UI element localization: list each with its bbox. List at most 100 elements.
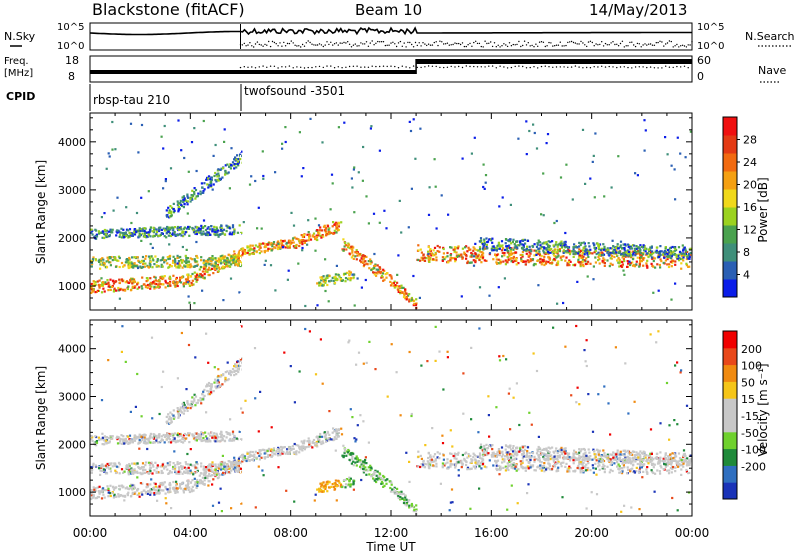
power-cell bbox=[101, 236, 104, 239]
power-cell bbox=[204, 225, 207, 228]
power-cell bbox=[494, 253, 497, 256]
nsky-trace bbox=[89, 26, 692, 36]
velocity-cell bbox=[288, 450, 291, 453]
power-cell bbox=[225, 265, 228, 268]
power-cell bbox=[233, 250, 236, 253]
nave-point bbox=[495, 67, 497, 69]
power-cell bbox=[105, 229, 109, 232]
power-cell bbox=[99, 284, 102, 287]
power-cell bbox=[210, 257, 213, 260]
velocity-cell bbox=[152, 465, 155, 468]
power-cell bbox=[560, 258, 563, 262]
power-cell bbox=[183, 260, 186, 263]
power-cell bbox=[151, 230, 154, 233]
nsearch-point bbox=[467, 44, 469, 46]
power-cell bbox=[450, 246, 453, 249]
power-cell bbox=[333, 229, 336, 232]
power-cell bbox=[612, 245, 615, 248]
power-cell bbox=[235, 257, 238, 260]
nsearch-point bbox=[431, 44, 434, 46]
power-cell bbox=[508, 238, 511, 242]
power-cell bbox=[633, 244, 636, 247]
nave-point bbox=[326, 65, 328, 67]
velocity-cell bbox=[335, 433, 338, 436]
power-cell bbox=[611, 254, 614, 257]
power-cell bbox=[460, 254, 463, 257]
velocity-cell bbox=[152, 433, 155, 436]
power-cell bbox=[181, 261, 184, 264]
power-cell bbox=[303, 241, 306, 244]
power-cell bbox=[313, 235, 316, 238]
velocity-cell bbox=[306, 440, 309, 443]
power-speckle bbox=[689, 130, 692, 133]
velocity-cell bbox=[142, 434, 145, 437]
power-cell bbox=[176, 254, 179, 257]
power-speckle bbox=[478, 286, 482, 289]
power-cell bbox=[467, 246, 470, 249]
power-cell bbox=[327, 233, 330, 236]
power-cell bbox=[225, 259, 228, 262]
nsearch-point bbox=[681, 44, 684, 46]
power-cell bbox=[404, 290, 407, 293]
velocity-cell bbox=[90, 471, 93, 474]
power-colorbar-swatch bbox=[723, 261, 737, 280]
nsearch-point bbox=[332, 44, 334, 46]
power-cell bbox=[233, 256, 236, 259]
velocity-cell bbox=[96, 495, 99, 499]
power-cell bbox=[210, 176, 213, 179]
power-cell bbox=[90, 265, 93, 268]
velocity-cell bbox=[383, 484, 386, 487]
velocity-cell bbox=[214, 378, 217, 381]
velocity-cell bbox=[234, 469, 237, 473]
power-cell bbox=[172, 274, 175, 277]
power-cell bbox=[234, 263, 237, 266]
velocity-cell bbox=[231, 432, 235, 435]
power-cell bbox=[191, 272, 194, 276]
power-cell bbox=[488, 238, 491, 241]
power-speckle bbox=[236, 162, 239, 165]
power-cell bbox=[415, 302, 418, 305]
velocity-cell bbox=[204, 439, 207, 442]
nsearch-point bbox=[689, 44, 691, 46]
velocity-cell bbox=[267, 454, 270, 457]
nsearch-point bbox=[661, 41, 663, 43]
power-cell bbox=[568, 259, 571, 262]
power-cell bbox=[307, 239, 310, 242]
velocity-cell bbox=[239, 364, 242, 367]
velocity-cell bbox=[99, 490, 102, 494]
power-cell bbox=[299, 242, 302, 245]
nave-point bbox=[563, 66, 565, 68]
nsearch-point bbox=[456, 42, 458, 45]
power-cell bbox=[601, 254, 604, 257]
power-cell bbox=[659, 266, 662, 269]
power-cell bbox=[101, 230, 104, 233]
power-cell bbox=[153, 275, 156, 278]
power-cell bbox=[170, 215, 173, 218]
velocity-cell bbox=[255, 456, 258, 459]
power-cell bbox=[342, 249, 345, 252]
power-cell bbox=[174, 257, 177, 261]
velocity-cell bbox=[413, 508, 416, 511]
power-cell bbox=[106, 235, 109, 238]
power-cell bbox=[173, 230, 176, 234]
velocity-cell bbox=[191, 485, 194, 488]
velocity-cell bbox=[143, 471, 147, 474]
power-cell bbox=[181, 196, 184, 199]
power-cell bbox=[90, 228, 93, 231]
power-cell bbox=[90, 259, 93, 263]
velocity-cell bbox=[176, 433, 179, 436]
velocity-cell bbox=[155, 437, 159, 440]
velocity-cell bbox=[183, 409, 186, 412]
velocity-cell bbox=[415, 504, 418, 507]
velocity-cell bbox=[177, 470, 180, 473]
power-cell bbox=[482, 245, 485, 248]
power-cell bbox=[94, 291, 97, 294]
power-cell bbox=[111, 285, 114, 288]
power-cell bbox=[680, 252, 683, 255]
velocity-cell bbox=[186, 400, 189, 403]
power-cell bbox=[538, 240, 541, 244]
velocity-cell bbox=[202, 482, 205, 486]
power-cell bbox=[617, 251, 621, 254]
power-cell bbox=[219, 168, 222, 171]
power-cell bbox=[205, 262, 208, 265]
